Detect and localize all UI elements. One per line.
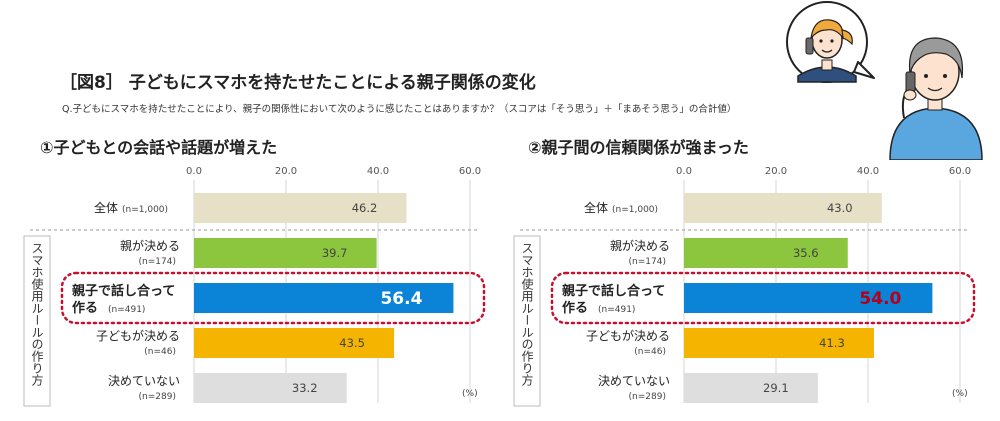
- highlight-ring: [60, 271, 486, 325]
- data-label: 41.3: [819, 336, 845, 350]
- category-label: 全体: [94, 200, 118, 215]
- figure-question: Q.子どもにスマホを持たせたことにより、親子の関係性において次のように感じたこと…: [62, 104, 737, 115]
- category-n: (n=174): [139, 257, 176, 267]
- category-label: 作る: [562, 300, 588, 316]
- group-bracket: [513, 235, 541, 407]
- bar: [194, 238, 377, 268]
- group-bracket: [23, 235, 51, 407]
- bar: [684, 238, 848, 268]
- tick-label: 60.0: [949, 166, 971, 177]
- bar: [194, 283, 454, 313]
- tick-label: 40.0: [857, 166, 879, 177]
- category-n: (n=289): [629, 392, 666, 402]
- data-label: 43.5: [339, 336, 365, 350]
- data-label: 56.4: [380, 289, 422, 309]
- category-n: (n=491): [108, 305, 145, 315]
- data-label: 46.2: [352, 201, 378, 215]
- bar: [684, 328, 874, 358]
- tick-label: 60.0: [459, 166, 481, 177]
- category-label: 子どもが決める: [586, 328, 670, 343]
- tick-label: 0.0: [676, 166, 692, 177]
- parent-icon: [889, 37, 983, 160]
- child-icon: [797, 19, 857, 83]
- tick-label: 0.0: [186, 166, 202, 177]
- data-label: 29.1: [763, 381, 789, 395]
- group-label: スマホ使用ルールの作り方: [520, 242, 534, 387]
- tick-label: 20.0: [765, 166, 787, 177]
- category-n: (n=1,000): [122, 205, 168, 215]
- phone-call-illustration: [786, 1, 983, 160]
- unit-label: (%): [952, 389, 968, 399]
- category-label: 親子で話し合って: [562, 283, 665, 299]
- data-label: 43.0: [827, 201, 853, 215]
- data-label: 39.7: [322, 246, 348, 260]
- category-label: 全体: [584, 200, 608, 215]
- bar: [194, 328, 395, 358]
- category-n: (n=491): [598, 305, 635, 315]
- category-label: 決めていない: [108, 374, 180, 388]
- data-label: 33.2: [292, 381, 318, 395]
- category-n: (n=174): [629, 257, 666, 267]
- bar: [194, 373, 347, 403]
- category-label: 決めていない: [598, 374, 670, 388]
- category-n: (n=1,000): [612, 205, 658, 215]
- chart-2-title: ②親子間の信頼関係が強まった: [528, 138, 749, 157]
- category-n: (n=46): [634, 347, 666, 357]
- tick-label: 40.0: [367, 166, 389, 177]
- bar: [194, 193, 407, 223]
- highlight-ring: [550, 271, 976, 325]
- tick-label: 20.0: [275, 166, 297, 177]
- category-label: 親が決める: [610, 238, 670, 253]
- category-label: 親子で話し合って: [72, 283, 175, 299]
- chart-1-title: ①子どもとの会話や話題が増えた: [40, 138, 278, 157]
- category-n: (n=289): [139, 392, 176, 402]
- category-n: (n=46): [144, 347, 176, 357]
- chart-1: 0.0 20.0 40.0 60.0 スマホ使用ルールの作り方 46.2 全体 (n=1,00…: [23, 166, 486, 407]
- figure-title: ［図8］ 子どもにスマホを持たせたことによる親子関係の変化: [60, 73, 536, 93]
- bar: [684, 193, 882, 223]
- bar: [684, 373, 818, 403]
- unit-label: (%): [462, 389, 478, 399]
- data-label: 35.6: [793, 246, 819, 260]
- data-label: 54.0: [859, 289, 901, 309]
- category-label: 子どもが決める: [96, 328, 180, 343]
- category-label: 親が決める: [120, 238, 180, 253]
- bar: [684, 283, 933, 313]
- group-label: スマホ使用ルールの作り方: [30, 242, 44, 387]
- category-label: 作る: [72, 300, 98, 316]
- chart-2: 0.0 20.0 40.0 60.0 スマホ使用ルールの作り方 43.0 全体 (n=1,00…: [513, 166, 976, 407]
